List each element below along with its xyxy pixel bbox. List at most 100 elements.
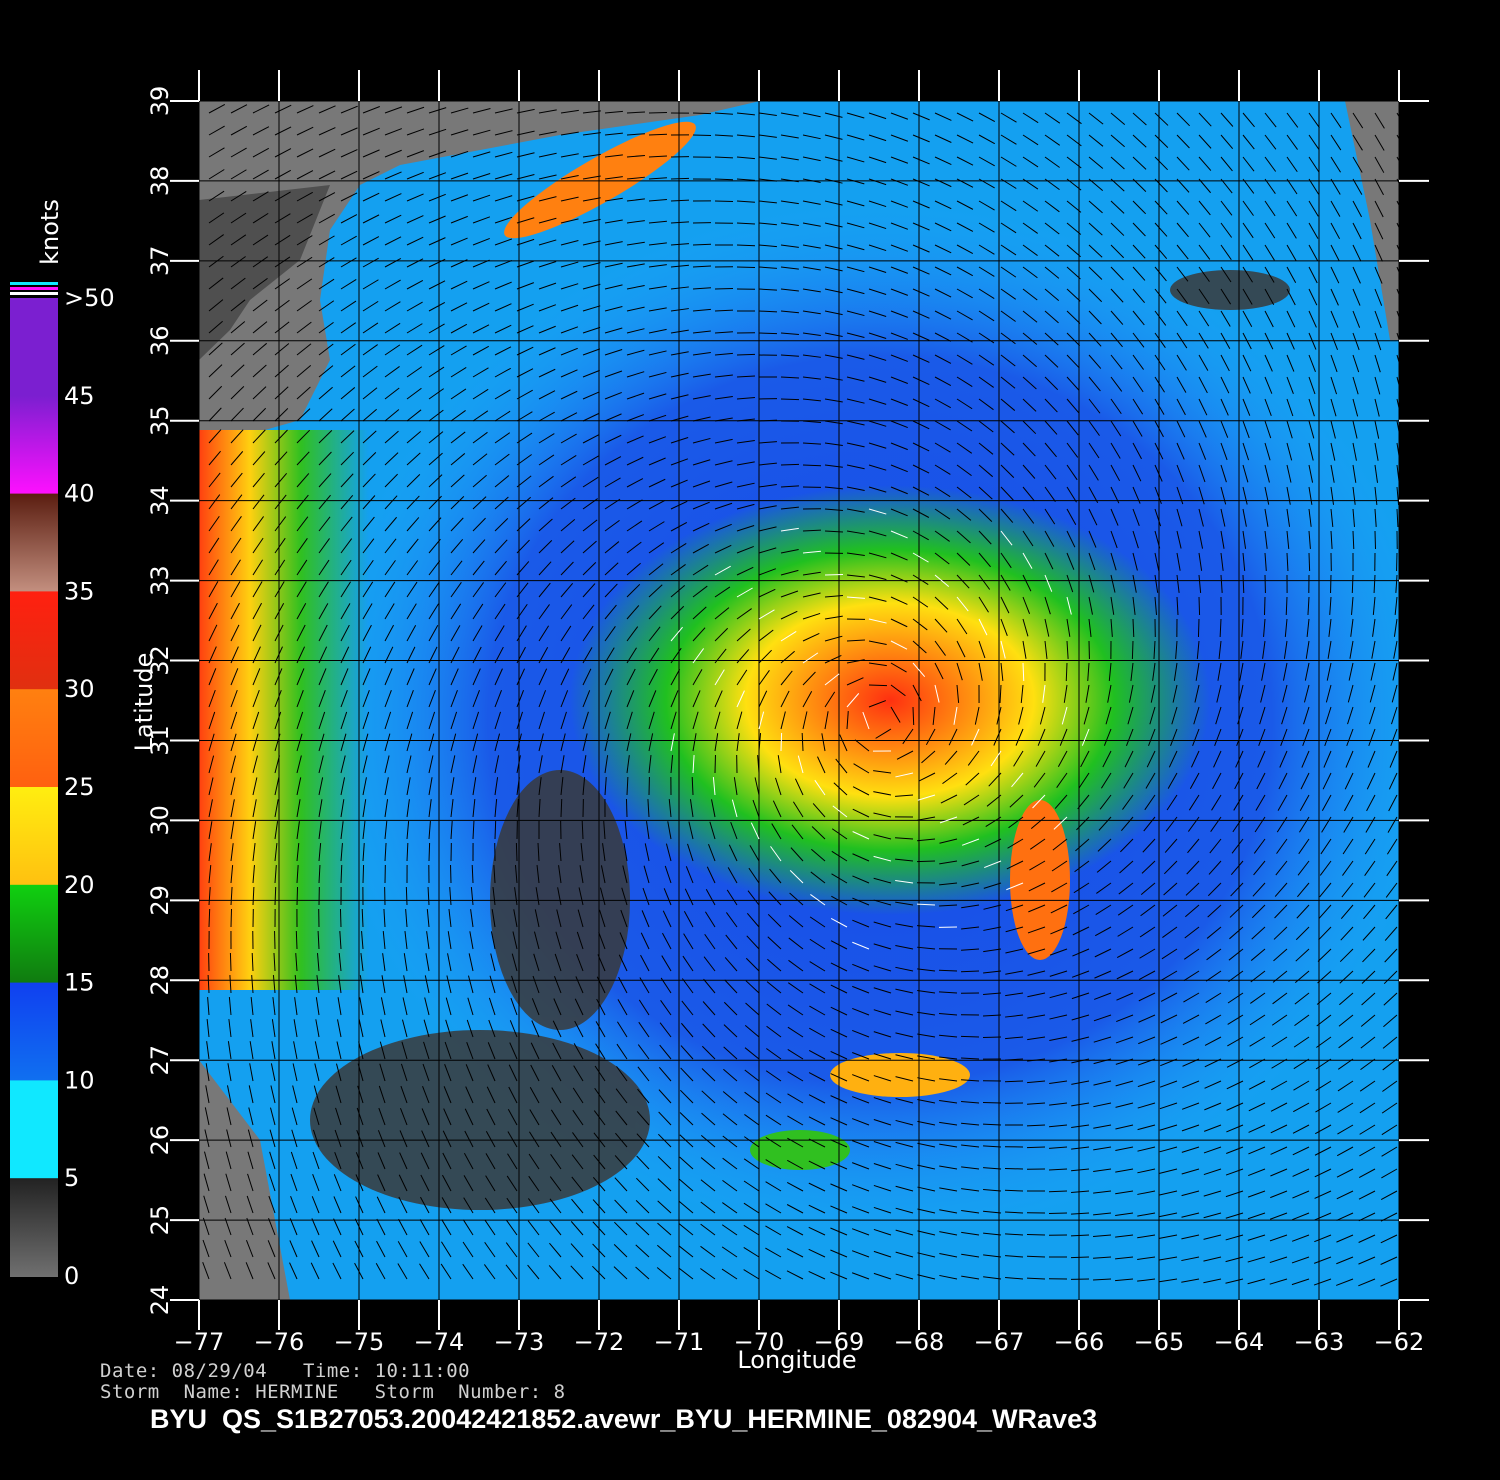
wind-barb [245, 1262, 254, 1280]
wind-barb [442, 1130, 452, 1148]
wind-barb [978, 310, 995, 322]
wind-barb [1315, 1058, 1332, 1070]
wind-barb [1132, 244, 1146, 259]
colorbar-label: 0 [64, 1262, 79, 1290]
wind-barb [1110, 288, 1124, 303]
wind-barb [780, 732, 783, 752]
wind-barb [311, 1218, 320, 1236]
wind-barb [1048, 1190, 1068, 1193]
wind-barb [1330, 310, 1339, 328]
wind-barb [939, 1013, 958, 1016]
wind-barb [786, 1181, 804, 1192]
wind-barb [1269, 1212, 1288, 1220]
wind-barb [604, 370, 623, 378]
wind-barb [274, 516, 287, 532]
wind-barb [506, 1197, 518, 1214]
wind-barb [1215, 706, 1222, 725]
wind-barb [1242, 574, 1245, 594]
wind-barb [852, 941, 870, 950]
wind-barb [1176, 244, 1189, 260]
wind-barb [758, 483, 777, 488]
wind-barb [1396, 222, 1399, 229]
wind-barb [1066, 332, 1081, 347]
wind-barb [1314, 1146, 1332, 1156]
wind-barb [397, 1263, 408, 1280]
wind-barb [1349, 640, 1354, 659]
wind-barb [846, 677, 864, 686]
wind-barb [616, 1066, 628, 1082]
wind-barb [727, 867, 738, 884]
wind-barb [982, 1014, 1002, 1017]
wind-barb [384, 236, 402, 246]
wind-barb [873, 1097, 892, 1104]
wind-barb [780, 569, 799, 576]
wind-barb [890, 574, 908, 583]
wind-barb [868, 376, 887, 383]
rain-band [1010, 800, 1070, 960]
wind-barb [1022, 200, 1039, 212]
wind-barb [1120, 816, 1134, 832]
wind-barb [1022, 354, 1037, 368]
wind-barb [472, 496, 487, 510]
wind-barb [1308, 288, 1318, 306]
wind-barb [252, 689, 260, 708]
wind-barb [626, 435, 644, 444]
storm-core [570, 485, 1210, 915]
wind-barb [978, 244, 995, 255]
wind-barb [1005, 948, 1024, 954]
wind-barb [494, 281, 512, 290]
wind-barb [448, 909, 452, 928]
wind-barb [362, 430, 377, 444]
wind-barb [384, 473, 398, 488]
wind-barb [1260, 684, 1266, 703]
wind-barb [1366, 794, 1376, 812]
wind-barb [441, 1219, 452, 1236]
wind-barb [1088, 134, 1104, 147]
wind-barb [1345, 750, 1354, 768]
wind-barb [293, 1041, 298, 1060]
wind-barb [1022, 376, 1037, 390]
wind-barb [917, 838, 936, 842]
wind-barb [683, 933, 694, 950]
wind-barb [1308, 178, 1320, 195]
wind-barb [1291, 1256, 1310, 1264]
wind-barb [274, 321, 290, 334]
wind-barb [714, 396, 733, 400]
wind-barb [1207, 904, 1222, 918]
wind-barb [917, 925, 936, 928]
wind-barb [722, 1091, 738, 1104]
wind-barb [533, 953, 540, 972]
wind-barb [1360, 1036, 1376, 1049]
wind-barb [1391, 684, 1398, 703]
wind-barb [736, 156, 755, 160]
wind-barb [917, 1186, 936, 1192]
wind-barb [1059, 728, 1068, 746]
wind-barb [1044, 596, 1051, 615]
wind-barb [1339, 992, 1354, 1006]
wind-barb [1154, 464, 1163, 482]
wind-barb [780, 156, 799, 161]
wind-barb [1374, 200, 1384, 218]
wind-barb [692, 330, 711, 334]
wind-barb [1123, 772, 1134, 789]
wind-barb [912, 530, 929, 541]
wind-barb [604, 391, 622, 400]
wind-barb [1110, 156, 1125, 170]
colorbar-cap-stripe [10, 282, 58, 285]
wind-barb [890, 618, 908, 628]
wind-barb [291, 1129, 298, 1148]
wind-barb [230, 908, 233, 928]
wind-barb [1292, 1146, 1310, 1156]
wind-barb [1026, 1146, 1046, 1149]
wind-barb [1220, 244, 1232, 261]
wind-barb [1264, 266, 1275, 283]
wind-barb [846, 530, 865, 535]
wind-barb [516, 325, 534, 334]
wind-barb [780, 548, 799, 554]
wind-barb [1330, 112, 1342, 129]
wind-barb [252, 646, 261, 664]
wind-barb [1369, 684, 1376, 703]
wind-barb [984, 860, 1002, 869]
wind-barb [604, 519, 620, 532]
wind-barb [1220, 552, 1224, 571]
